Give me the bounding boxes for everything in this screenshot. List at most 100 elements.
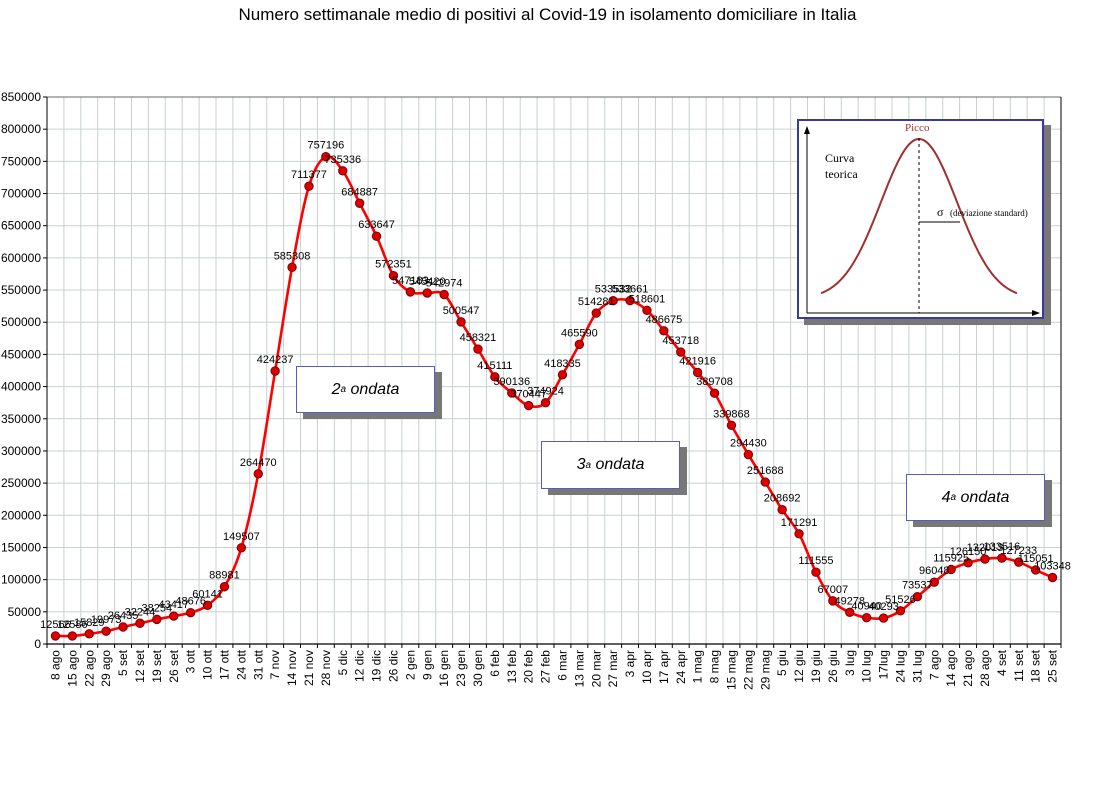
- data-point: [118, 622, 128, 632]
- data-point: [659, 326, 669, 336]
- y-tick-label: 600000: [1, 251, 41, 265]
- data-point: [676, 347, 686, 357]
- inset-y-arrow: [804, 126, 810, 134]
- data-label: 533661: [612, 284, 649, 296]
- x-tick-label: 30 gen: [471, 650, 485, 687]
- x-tick-label: 8 ago: [48, 650, 62, 680]
- data-label: 115925: [933, 552, 969, 564]
- x-tick-label: 31 lug: [910, 650, 924, 683]
- x-tick-label: 17 apr: [657, 650, 671, 684]
- data-point: [980, 554, 990, 564]
- data-point: [219, 582, 230, 592]
- data-label: 711377: [291, 169, 327, 181]
- x-tick-label: 3 lug: [843, 650, 857, 676]
- x-tick-label: 27 feb: [539, 650, 553, 684]
- x-tick-label: 24 apr: [674, 650, 688, 684]
- x-tick-label: 15 mag: [724, 650, 738, 690]
- x-tick-label: 7 ago: [927, 650, 941, 680]
- y-tick-label: 50000: [8, 605, 42, 619]
- x-tick-label: 21 ago: [961, 650, 975, 687]
- data-label: 32244: [125, 606, 156, 618]
- x-tick-label: 25 set: [1046, 649, 1060, 682]
- x-tick-label: 5 dic: [336, 650, 350, 675]
- x-tick-label: 24 ott: [234, 649, 248, 680]
- data-label: 633647: [358, 219, 395, 231]
- data-point: [692, 367, 703, 378]
- y-tick-label: 350000: [1, 412, 41, 426]
- wave-2-number: 2: [331, 380, 341, 398]
- data-point: [388, 270, 399, 281]
- wave-3-text: ondata: [595, 456, 645, 473]
- data-label: 389708: [696, 376, 733, 388]
- x-tick-label: 19 set: [150, 649, 164, 682]
- data-label: 533532: [595, 284, 632, 296]
- x-tick-label: 28 nov: [319, 650, 333, 686]
- data-point: [321, 152, 331, 162]
- data-point: [861, 612, 872, 623]
- data-point: [574, 339, 585, 350]
- x-tick-label: 27 mar: [606, 650, 620, 687]
- data-label: 415111: [477, 360, 512, 372]
- data-point: [794, 529, 804, 539]
- data-labels: 1256612586158291997326435322443825443417…: [40, 140, 1071, 631]
- data-point: [169, 611, 179, 621]
- data-point: [405, 287, 416, 297]
- x-tick-label: 13 mar: [572, 650, 586, 687]
- data-label: 458321: [460, 332, 497, 344]
- data-label: 370447: [510, 389, 547, 401]
- data-point: [507, 388, 517, 398]
- data-label: 115051: [1018, 553, 1054, 565]
- data-point: [270, 366, 280, 376]
- data-label: 500547: [443, 305, 480, 317]
- data-point: [354, 198, 365, 208]
- x-tick-label: 17lug: [877, 650, 891, 679]
- data-point: [473, 344, 483, 354]
- y-tick-label: 850000: [1, 90, 41, 104]
- data-label: 19973: [91, 614, 122, 626]
- data-label: 421916: [679, 355, 716, 367]
- data-label: 127233: [1000, 545, 1037, 557]
- y-tick-label: 750000: [1, 154, 41, 168]
- data-label: 757196: [307, 140, 344, 152]
- inset-diagram: [804, 126, 1040, 316]
- x-tick-label: 19 dic: [370, 650, 384, 682]
- data-label: 684887: [341, 186, 378, 198]
- data-label: 465590: [561, 327, 598, 339]
- data-label: 133516: [983, 541, 1020, 553]
- data-label: 26435: [108, 610, 139, 622]
- x-tick-labels: 8 ago 15 ago 22 ago 29 ago 5 set 12 set 19 set…: [48, 649, 1059, 690]
- inset-theoretical-curve: Picco Curva teorica σ (deviazione standa…: [797, 119, 1044, 319]
- data-point: [304, 181, 314, 191]
- data-point: [422, 288, 432, 298]
- data-point: [912, 591, 923, 602]
- data-label: 339868: [713, 408, 750, 420]
- wave-4-text: ondata: [960, 488, 1010, 506]
- x-tick-label: 28 ago: [978, 650, 992, 687]
- data-point: [726, 420, 737, 430]
- data-point: [1047, 572, 1058, 583]
- data-label: 132013: [967, 542, 1004, 554]
- x-tick-label: 21 nov: [302, 650, 316, 686]
- data-point: [236, 543, 247, 553]
- y-tick-label: 550000: [1, 283, 41, 297]
- inset-x-arrow: [1032, 310, 1040, 316]
- data-point: [185, 607, 196, 618]
- wave-3-number: 3: [576, 456, 586, 473]
- data-label: 15829: [74, 617, 105, 629]
- data-point: [878, 613, 889, 623]
- x-tick-label: 26 set: [167, 649, 181, 682]
- data-point: [845, 607, 855, 617]
- data-point: [439, 289, 449, 300]
- x-tick-label: 26 dic: [386, 650, 400, 682]
- data-point: [202, 600, 213, 610]
- x-tick-label: 12 set: [133, 649, 147, 682]
- y-tick-label: 800000: [1, 122, 41, 136]
- data-point: [963, 558, 973, 568]
- y-tick-label: 250000: [1, 476, 41, 490]
- x-tick-label: 26 giu: [826, 650, 840, 683]
- data-label: 43417: [158, 599, 189, 611]
- data-label: 88981: [209, 570, 240, 582]
- y-tick-label: 150000: [1, 540, 41, 554]
- data-label: 453718: [662, 335, 699, 347]
- data-label: 418335: [544, 358, 581, 370]
